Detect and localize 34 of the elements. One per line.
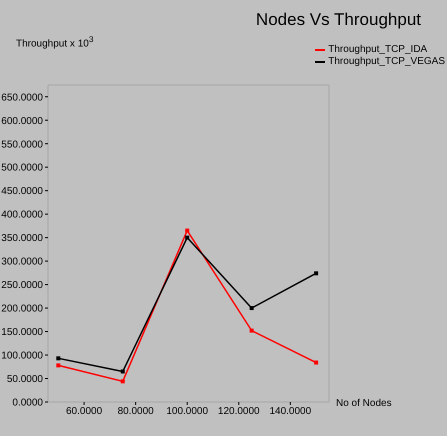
x-tick-label: 100.0000: [166, 406, 208, 418]
x-tick-label: 140.0000: [269, 406, 312, 418]
point: [56, 363, 60, 368]
y-tick-label: 450.0000: [1, 186, 44, 198]
point: [120, 379, 125, 384]
y-tick-label: 300.0000: [1, 256, 44, 268]
point: [56, 356, 60, 360]
chart-title: Nodes Vs Throughput: [256, 10, 421, 30]
x-tick-label: 60.0000: [66, 406, 103, 418]
y-tick-label: 650.0000: [1, 92, 44, 104]
x-tick-label: 120.0000: [218, 406, 260, 418]
y-tick-label: 200.0000: [1, 304, 44, 315]
point: [250, 306, 254, 310]
legend-label: Throughput_TCP_IDA: [328, 44, 428, 56]
point: [185, 228, 190, 233]
y-tick-label: 100.0000: [1, 350, 44, 362]
y-tick-label: 250.0000: [1, 280, 44, 292]
point: [314, 271, 318, 276]
y-tick-label: 400.0000: [1, 210, 44, 221]
y-tick-label: 50.0000: [6, 374, 44, 386]
y-tick-label: 350.0000: [1, 233, 44, 244]
y-axis-title: Throughput x 10$^{3}$: [16, 34, 94, 50]
y-tick-label: 150.0000: [1, 327, 44, 338]
y-tick-label: 600.0000: [1, 116, 44, 127]
point: [250, 328, 254, 333]
point: [120, 369, 125, 374]
point: [314, 360, 318, 365]
y-tick-label: 0.0000: [12, 398, 44, 409]
y-tick-label: 550.0000: [1, 139, 44, 150]
point: [185, 236, 190, 240]
x-axis-title: No of Nodes: [336, 398, 392, 409]
x-tick-label: 80.0000: [118, 406, 154, 418]
legend-label: Throughput_TCP_VEGAS: [328, 56, 445, 68]
y-tick-label: 500.0000: [1, 162, 44, 174]
